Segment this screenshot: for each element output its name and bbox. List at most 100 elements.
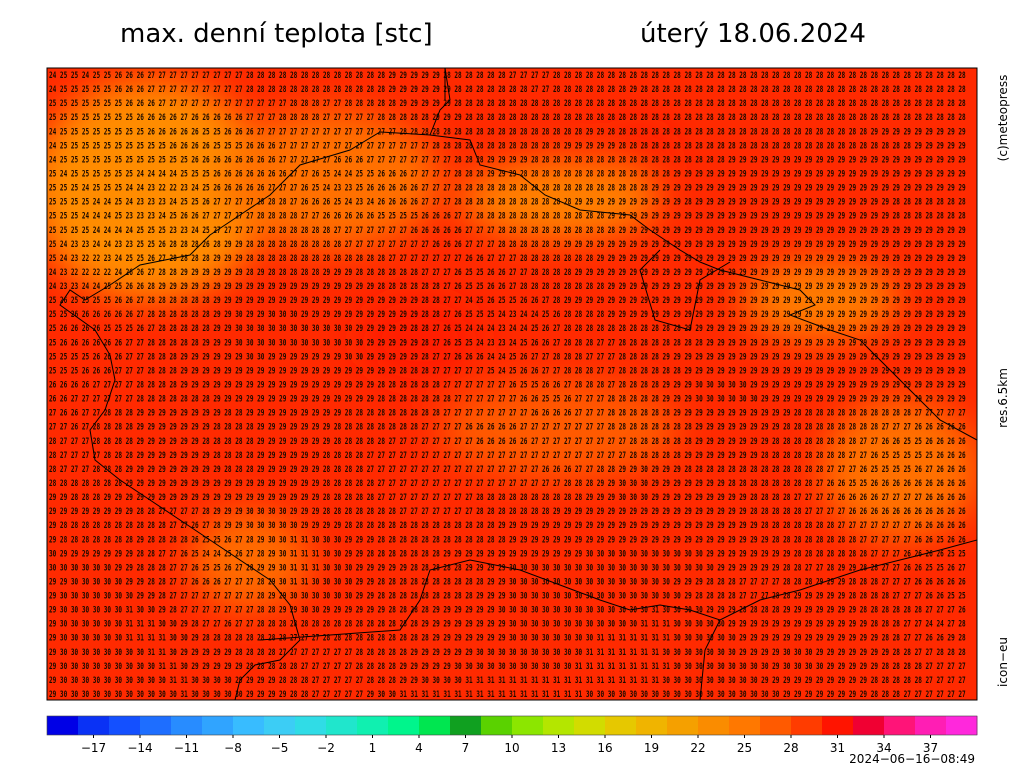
- value-row: 24 25 25 25 25 25 25 25 25 26 26 26 26 2…: [38, 112, 966, 122]
- colorbar: −17 −14 −11 −8 −5 −2 1 4 7 10 13 16 19 22 25 28 31 34 37: [46, 715, 978, 755]
- colorbar-segment: [357, 716, 389, 735]
- value-row: 24 24 23 22 22 22 22 24 26 26 27 28 28 2…: [38, 267, 966, 277]
- value-row: 25 25 25 25 24 24 24 25 23 23 23 24 25 2…: [38, 211, 966, 221]
- value-row: 29 29 30 30 30 30 30 30 30 30 30 30 30 3…: [38, 689, 966, 699]
- value-row: 25 25 24 23 22 22 23 24 25 25 26 27 28 2…: [38, 253, 966, 263]
- colorbar-tick-label: −11: [174, 741, 199, 755]
- timestamp: 2024−06−16−08:49: [849, 752, 975, 766]
- colorbar-segment: [791, 716, 823, 735]
- colorbar-segment: [171, 716, 203, 735]
- value-row: 29 29 29 28 28 28 29 29 29 29 29 29 29 2…: [38, 492, 966, 502]
- value-row: 26 26 26 27 27 27 27 27 27 28 28 28 28 2…: [38, 394, 966, 404]
- model-label: icon−eu: [996, 637, 1010, 687]
- value-row: 29 29 30 30 30 30 30 30 30 30 31 31 30 2…: [38, 647, 966, 657]
- value-row: 28 28 28 28 28 28 28 28 29 29 29 29 29 2…: [38, 478, 966, 488]
- value-row: 24 25 25 25 25 25 25 25 26 26 26 27 27 2…: [38, 98, 966, 108]
- colorbar-tick-label: 37: [923, 741, 938, 755]
- colorbar-segment: [419, 716, 451, 735]
- value-row: 24 24 25 25 25 25 25 25 25 25 25 25 25 2…: [38, 154, 966, 164]
- colorbar-segment: [388, 716, 420, 735]
- colorbar-tick-label: 13: [551, 741, 566, 755]
- value-row: 29 29 30 30 30 30 30 30 30 30 30 30 31 3…: [38, 675, 966, 685]
- copyright-label: (c)meteopress: [996, 75, 1010, 162]
- value-grid: 24 24 25 25 24 25 25 26 26 26 27 27 27 2…: [38, 70, 966, 699]
- value-row: 25 25 25 25 26 26 26 27 27 27 28 28 28 2…: [38, 365, 966, 375]
- colorbar-segment: [760, 716, 792, 735]
- colorbar-tick-label: −17: [81, 741, 106, 755]
- value-row: 29 29 30 30 30 30 30 30 30 30 30 31 31 3…: [38, 661, 966, 671]
- colorbar-tick-label: 25: [737, 741, 752, 755]
- colorbar-tick-label: 10: [504, 741, 519, 755]
- value-row: 29 29 28 28 28 28 28 28 28 28 28 28 27 2…: [38, 520, 966, 530]
- colorbar-segment: [140, 716, 172, 735]
- colorbar-segment: [109, 716, 141, 735]
- colorbar-segment: [884, 716, 916, 735]
- colorbar-segment: [915, 716, 947, 735]
- value-row: 28 28 27 27 27 27 28 28 28 29 29 29 29 2…: [38, 450, 966, 460]
- value-row: 24 25 26 26 26 26 25 25 25 26 27 28 28 2…: [38, 323, 966, 333]
- colorbar-tick-label: 22: [690, 741, 705, 755]
- value-row: 27 27 26 26 27 27 28 28 28 29 29 29 29 2…: [38, 408, 966, 418]
- colorbar-tick-label: 4: [415, 741, 423, 755]
- value-row: 24 24 25 25 24 25 25 26 26 26 27 27 27 2…: [38, 70, 966, 80]
- colorbar-segment: [326, 716, 358, 735]
- colorbar-segment: [78, 716, 110, 735]
- colorbar-segment: [202, 716, 234, 735]
- value-row: 24 25 26 26 26 26 26 26 27 27 28 28 28 2…: [38, 337, 966, 347]
- colorbar-tick-label: −8: [224, 741, 242, 755]
- colorbar-segment: [264, 716, 296, 735]
- colorbar-segment: [574, 716, 606, 735]
- value-row: 29 29 30 30 30 30 30 30 30 29 29 28 27 2…: [38, 591, 966, 601]
- colorbar-tick-label: −5: [271, 741, 289, 755]
- value-row: 29 29 30 30 30 30 30 30 31 30 30 29 28 2…: [38, 605, 966, 615]
- value-row: 24 24 25 25 25 25 25 25 25 25 26 26 26 2…: [38, 126, 966, 136]
- colorbar-tick-label: −14: [127, 741, 152, 755]
- value-row: 29 29 30 30 30 30 30 30 31 31 31 31 30 3…: [38, 633, 966, 643]
- value-row: 29 29 28 28 28 28 28 28 28 29 28 28 28 2…: [38, 534, 966, 544]
- value-row: 24 25 25 26 26 26 26 26 26 27 28 28 28 2…: [38, 309, 966, 319]
- colorbar-segment: [667, 716, 699, 735]
- colorbar-tick-label: 16: [597, 741, 612, 755]
- map-date: úterý 18.06.2024: [640, 19, 866, 49]
- colorbar-segment: [636, 716, 668, 735]
- colorbar-tick-label: 28: [783, 741, 798, 755]
- colorbar-tick-label: 19: [644, 741, 659, 755]
- value-row: 24 25 26 25 25 25 25 26 26 27 28 28 28 2…: [38, 295, 966, 305]
- value-row: 25 25 25 25 25 24 24 25 24 23 23 23 24 2…: [38, 197, 966, 207]
- colorbar-segment: [233, 716, 265, 735]
- colorbar-tick-label: 7: [462, 741, 470, 755]
- value-row: 25 25 25 25 25 24 24 24 24 25 25 25 23 2…: [38, 225, 966, 235]
- value-row: 24 24 25 25 25 25 25 26 26 26 27 27 27 2…: [38, 84, 966, 94]
- value-row: 27 27 27 26 27 28 28 28 28 29 29 29 29 2…: [38, 422, 966, 432]
- colorbar-segment: [946, 716, 978, 735]
- map-title: max. denní teplota [stc]: [120, 19, 433, 49]
- colorbar-segment: [512, 716, 544, 735]
- colorbar-segment: [450, 716, 482, 735]
- colorbar-tick-label: 1: [369, 741, 377, 755]
- map-area: 24 24 25 25 24 25 25 26 26 26 27 27 27 2…: [38, 68, 977, 700]
- colorbar-segment: [853, 716, 885, 735]
- temperature-shading: [47, 80, 977, 610]
- colorbar-segment: [543, 716, 575, 735]
- value-row: 24 24 23 23 24 24 25 25 26 26 28 29 29 2…: [38, 281, 966, 291]
- colorbar-segment: [47, 716, 79, 735]
- value-row: 28 28 27 27 27 28 28 28 29 29 29 29 29 2…: [38, 464, 966, 474]
- colorbar-segment: [698, 716, 730, 735]
- map-frame: [46, 67, 978, 701]
- colorbar-segment: [295, 716, 327, 735]
- value-row: 30 30 30 30 30 30 30 29 29 28 28 28 27 2…: [38, 562, 966, 572]
- value-row: 25 25 24 23 23 24 24 23 23 25 25 26 28 2…: [38, 239, 966, 249]
- value-row: 25 25 24 25 25 25 25 25 25 24 24 24 24 2…: [38, 168, 966, 178]
- resolution-label: res.6.5km: [996, 368, 1010, 428]
- colorbar-segment: [822, 716, 854, 735]
- colorbar-segment: [729, 716, 761, 735]
- value-row: 28 28 27 27 27 28 28 28 28 29 29 29 29 2…: [38, 436, 966, 446]
- border-lines: [59, 68, 977, 700]
- value-row: 30 30 29 29 29 29 29 29 29 28 28 27 27 2…: [38, 548, 966, 558]
- value-row: 25 25 25 25 25 26 26 26 27 27 28 28 28 2…: [38, 351, 966, 361]
- value-row: 25 25 25 25 24 25 25 25 24 24 23 22 22 2…: [38, 183, 966, 193]
- colorbar-tick-label: −2: [317, 741, 335, 755]
- colorbar-tick-label: 34: [876, 741, 891, 755]
- value-row: 29 29 29 30 30 30 30 30 29 29 28 28 27 2…: [38, 576, 966, 586]
